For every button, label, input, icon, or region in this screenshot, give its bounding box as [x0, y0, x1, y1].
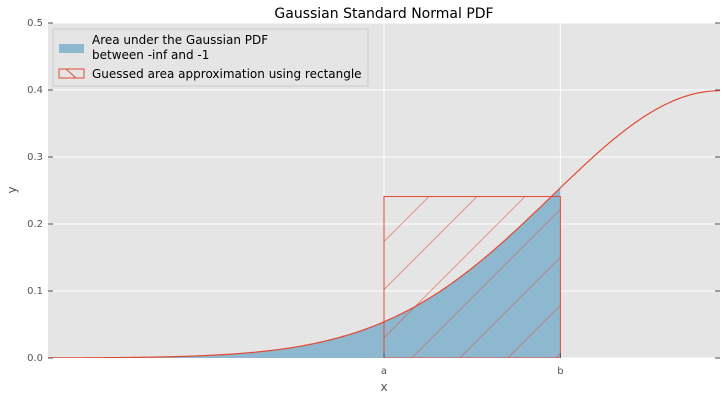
x-tick-label: a	[381, 366, 387, 377]
y-tick-label: 0.3	[27, 152, 43, 163]
legend-swatch-hatch	[65, 68, 77, 79]
y-tick-label: 0.2	[27, 219, 43, 230]
y-tick-label: 0.0	[27, 353, 43, 364]
legend-swatch-rectangle	[58, 68, 85, 79]
legend-label-fill-line2: between -inf and -1	[92, 48, 209, 62]
legend-label-fill-line1: Area under the Gaussian PDF	[92, 33, 268, 47]
x-axis-label: x	[380, 380, 387, 394]
y-axis-label: y	[5, 186, 19, 193]
legend-box	[52, 28, 369, 87]
y-tick-label: 0.1	[27, 286, 43, 297]
y-tick-label: 0.5	[27, 18, 43, 29]
legend: Area under the Gaussian PDF between -inf…	[52, 28, 369, 87]
legend-label-rectangle: Guessed area approximation using rectang…	[92, 67, 362, 81]
y-tick-label: 0.4	[27, 85, 43, 96]
pdf-curve	[48, 90, 720, 358]
legend-swatch-fill	[59, 44, 84, 53]
data-layer	[48, 90, 720, 358]
ticks: 0.0 0.1 0.2 0.3 0.4 0.5 a b	[27, 18, 720, 377]
x-tick-label: b	[557, 366, 563, 377]
approximation-rectangle	[383, 196, 561, 358]
chart-title: Gaussian Standard Normal PDF	[274, 6, 493, 22]
